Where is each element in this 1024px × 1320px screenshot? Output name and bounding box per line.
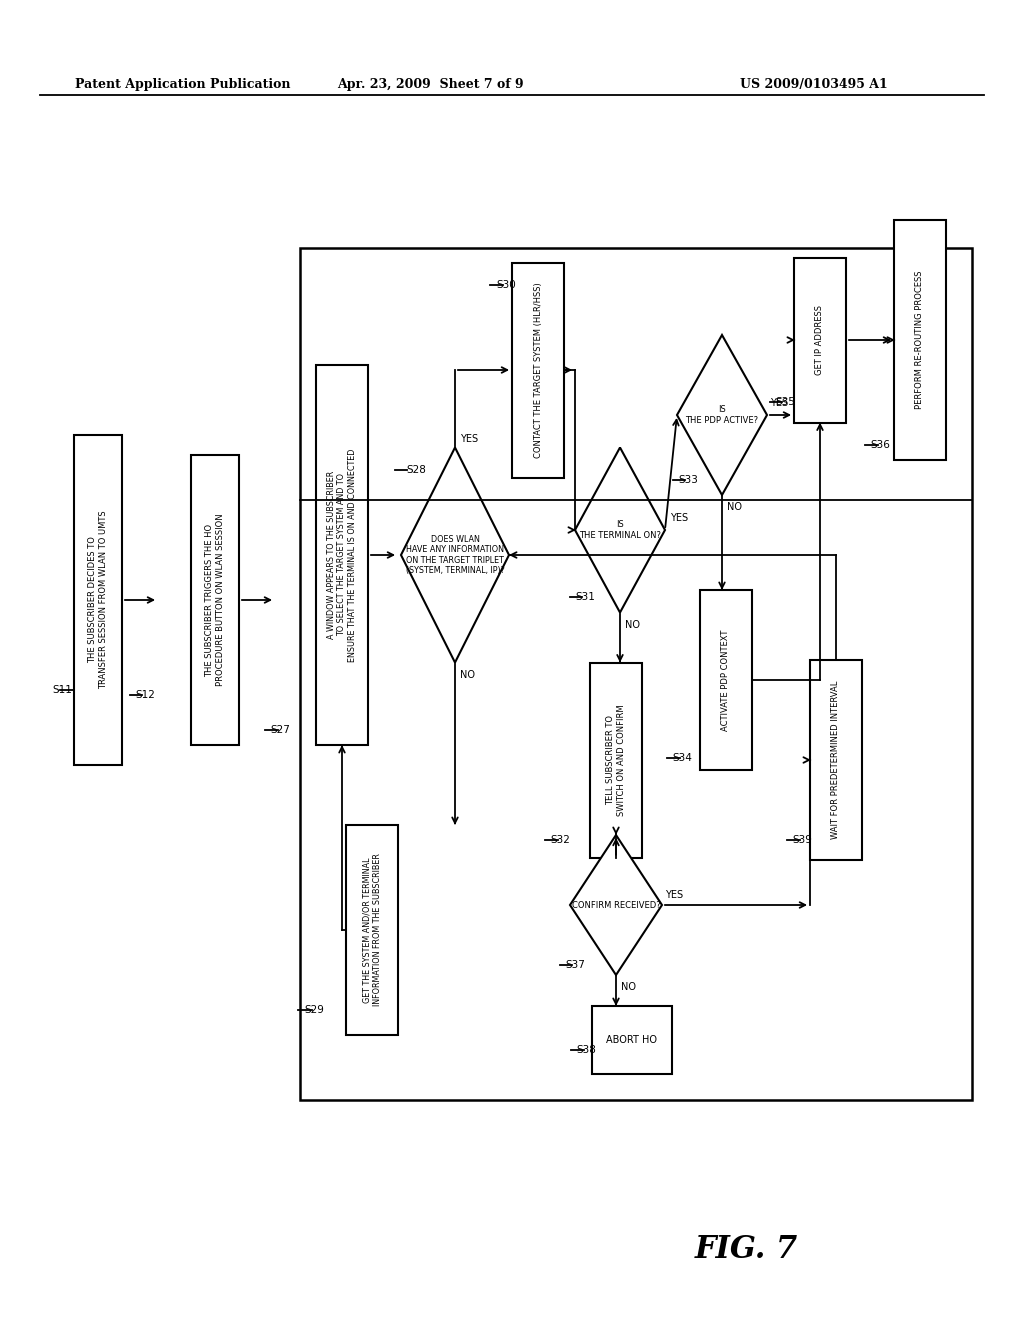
Bar <box>810 660 862 861</box>
Text: YES: YES <box>460 434 478 445</box>
Text: GET THE SYSTEM AND/OR TERMINAL
INFORMATION FROM THE SUBSCRIBER: GET THE SYSTEM AND/OR TERMINAL INFORMATI… <box>362 854 382 1006</box>
Text: S28: S28 <box>406 465 426 475</box>
Text: S31: S31 <box>575 591 595 602</box>
Polygon shape <box>677 335 767 495</box>
Bar <box>590 663 642 858</box>
Bar <box>346 825 398 1035</box>
Bar <box>191 455 239 744</box>
Text: DOES WLAN
HAVE ANY INFORMATION
ON THE TARGET TRIPLET
(SYSTEM, TERMINAL, IP)?: DOES WLAN HAVE ANY INFORMATION ON THE TA… <box>406 535 505 576</box>
Text: WAIT FOR PREDETERMINED INTERVAL: WAIT FOR PREDETERMINED INTERVAL <box>831 681 841 840</box>
Text: NO: NO <box>727 502 742 512</box>
Text: S30: S30 <box>496 280 516 290</box>
Bar <box>700 590 752 770</box>
Bar <box>74 436 122 766</box>
Text: YES: YES <box>670 513 688 523</box>
Text: S32: S32 <box>550 836 570 845</box>
Text: S11: S11 <box>52 685 72 696</box>
Text: PERFORM RE-ROUTING PROCESS: PERFORM RE-ROUTING PROCESS <box>915 271 925 409</box>
Text: TELL SUBSCRIBER TO
SWITCH ON AND CONFIRM: TELL SUBSCRIBER TO SWITCH ON AND CONFIRM <box>606 704 626 816</box>
Text: YES: YES <box>770 399 788 408</box>
Bar <box>316 366 368 744</box>
Text: S35: S35 <box>775 397 795 407</box>
Bar <box>512 263 564 478</box>
Polygon shape <box>575 447 665 612</box>
Text: FIG. 7: FIG. 7 <box>695 1234 799 1266</box>
Text: IS
THE TERMINAL ON?: IS THE TERMINAL ON? <box>579 520 662 540</box>
Text: S33: S33 <box>678 475 698 484</box>
Text: Apr. 23, 2009  Sheet 7 of 9: Apr. 23, 2009 Sheet 7 of 9 <box>337 78 523 91</box>
Text: CONFIRM RECEIVED?: CONFIRM RECEIVED? <box>571 900 660 909</box>
Text: NO: NO <box>460 669 475 680</box>
Bar <box>300 248 972 1100</box>
Text: S27: S27 <box>270 725 290 735</box>
Text: NO: NO <box>621 982 636 993</box>
Text: US 2009/0103495 A1: US 2009/0103495 A1 <box>740 78 888 91</box>
Text: S38: S38 <box>575 1045 596 1055</box>
Text: Patent Application Publication: Patent Application Publication <box>75 78 291 91</box>
Polygon shape <box>570 836 662 975</box>
Text: YES: YES <box>665 890 683 900</box>
Text: CONTACT THE TARGET SYSTEM (HLR/HSS): CONTACT THE TARGET SYSTEM (HLR/HSS) <box>534 282 543 458</box>
Text: GET IP ADDRESS: GET IP ADDRESS <box>815 305 824 375</box>
Text: A WINDOW APPEARS TO THE SUBSCRIBER
TO SELECT THE TARGET SYSTEM AND TO
ENSURE THA: A WINDOW APPEARS TO THE SUBSCRIBER TO SE… <box>327 449 357 661</box>
Text: IS
THE PDP ACTIVE?: IS THE PDP ACTIVE? <box>685 405 759 425</box>
Text: ACTIVATE PDP CONTEXT: ACTIVATE PDP CONTEXT <box>722 630 730 731</box>
Bar <box>794 257 846 422</box>
Text: S39: S39 <box>792 836 812 845</box>
Text: S36: S36 <box>870 440 890 450</box>
Polygon shape <box>401 447 509 663</box>
Text: S29: S29 <box>304 1005 324 1015</box>
Text: S12: S12 <box>135 690 155 700</box>
Text: S37: S37 <box>565 960 585 970</box>
Text: THE SUBSCRIBER TRIGGERS THE HO
PROCEDURE BUTTON ON WLAN SESSION: THE SUBSCRIBER TRIGGERS THE HO PROCEDURE… <box>205 513 224 686</box>
Text: S34: S34 <box>672 752 692 763</box>
Bar <box>894 220 946 459</box>
Text: ABORT HO: ABORT HO <box>606 1035 657 1045</box>
Bar <box>592 1006 672 1074</box>
Text: NO: NO <box>625 619 640 630</box>
Text: THE SUBSCRIBER DECIDES TO
TRANSFER SESSION FROM WLAN TO UMTS: THE SUBSCRIBER DECIDES TO TRANSFER SESSI… <box>88 511 108 689</box>
